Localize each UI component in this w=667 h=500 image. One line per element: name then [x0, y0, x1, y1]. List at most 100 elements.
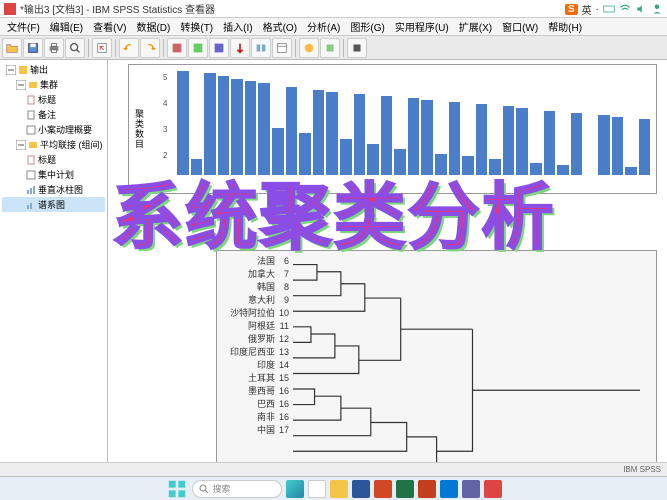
menu-analyze[interactable]: 分析(A) [302, 19, 345, 34]
system-tray: S 英 · [565, 0, 663, 18]
bar [218, 76, 230, 175]
app-2[interactable] [308, 480, 326, 498]
bar [449, 102, 461, 175]
undo-button[interactable] [119, 38, 139, 58]
dendro-lines [293, 255, 652, 476]
menu-insert[interactable]: 插入(I) [218, 19, 257, 34]
bar [516, 108, 528, 175]
tree-i2-0[interactable]: 标题 [2, 152, 105, 167]
app-8[interactable] [440, 480, 458, 498]
menu-format[interactable]: 格式(O) [258, 19, 302, 34]
minus-icon [16, 140, 26, 150]
tree-group2[interactable]: 平均联接 (组间) [2, 137, 105, 152]
menu-transform[interactable]: 转换(T) [175, 19, 218, 34]
bar [272, 128, 284, 175]
app-6[interactable] [396, 480, 414, 498]
save-button[interactable] [23, 38, 43, 58]
statusbar: IBM SPSS [0, 462, 667, 476]
menu-utils[interactable]: 实用程序(U) [390, 19, 454, 34]
bar [544, 111, 556, 175]
bar-chart[interactable]: 聚类数目 5 4 3 2 [128, 64, 657, 194]
redo-button[interactable] [140, 38, 160, 58]
tree-i2-2[interactable]: 垂直冰柱图 [2, 182, 105, 197]
tree-i1-1[interactable]: 备注 [2, 107, 105, 122]
tool-6[interactable] [272, 38, 292, 58]
wifi-icon[interactable] [619, 3, 631, 15]
tool-9[interactable] [347, 38, 367, 58]
output-viewer: 聚类数目 5 4 3 2 法国加拿大韩国意大利沙特阿拉伯阿根廷俄罗斯印度尼西亚印… [108, 60, 667, 476]
bar [245, 81, 257, 175]
tree-i2-3[interactable]: 谱系图 [2, 197, 105, 212]
open-button[interactable] [2, 38, 22, 58]
app-9[interactable] [462, 480, 480, 498]
app-4[interactable] [352, 480, 370, 498]
bar [258, 83, 270, 175]
tree-i1-0[interactable]: 标题 [2, 92, 105, 107]
tool-1[interactable] [167, 38, 187, 58]
bar [408, 98, 420, 175]
bar [286, 87, 298, 175]
bar [625, 167, 637, 175]
page-icon [26, 95, 36, 105]
tree-root[interactable]: 输出 [2, 62, 105, 77]
dendrogram[interactable]: 法国加拿大韩国意大利沙特阿拉伯阿根廷俄罗斯印度尼西亚印度土耳其墨西哥巴西南非中国… [216, 250, 657, 472]
menu-view[interactable]: 查看(V) [88, 19, 131, 34]
taskbar-search[interactable]: 搜索 [192, 480, 282, 498]
bar [530, 163, 542, 175]
bar [326, 92, 338, 175]
bar [354, 94, 366, 175]
minus-icon [16, 80, 26, 90]
user-icon[interactable] [651, 3, 663, 15]
menu-window[interactable]: 窗口(W) [497, 19, 543, 34]
ime-icon[interactable]: S [565, 4, 578, 15]
print-button[interactable] [44, 38, 64, 58]
tool-4[interactable] [230, 38, 250, 58]
app-5[interactable] [374, 480, 392, 498]
bar [571, 113, 583, 175]
export-button[interactable] [92, 38, 112, 58]
tree-i2-1[interactable]: 集中计划 [2, 167, 105, 182]
ime-lang[interactable]: 英 [582, 2, 592, 17]
bar [639, 119, 651, 175]
tree-i1-2[interactable]: 小案动理概要 [2, 122, 105, 137]
dendro-labels: 法国加拿大韩国意大利沙特阿拉伯阿根廷俄罗斯印度尼西亚印度土耳其墨西哥巴西南非中国 [221, 255, 275, 437]
tool-7[interactable] [299, 38, 319, 58]
bar [421, 100, 433, 175]
bar [612, 117, 624, 175]
keyboard-icon[interactable] [603, 3, 615, 15]
folder-icon [28, 140, 38, 150]
tool-8[interactable] [320, 38, 340, 58]
app-10[interactable] [484, 480, 502, 498]
menu-graphs[interactable]: 图形(G) [345, 19, 389, 34]
chart-icon [26, 185, 36, 195]
bars-container [177, 71, 650, 175]
menu-edit[interactable]: 编辑(E) [45, 19, 88, 34]
dendro-nums: 678910111213141516161617 [277, 255, 289, 437]
bar [394, 149, 406, 175]
bar [191, 159, 203, 175]
app-7[interactable] [418, 480, 436, 498]
menu-help[interactable]: 帮助(H) [543, 19, 587, 34]
volume-icon[interactable] [635, 3, 647, 15]
bar [204, 73, 216, 175]
bar [381, 96, 393, 175]
tree-group1[interactable]: 集群 [2, 77, 105, 92]
minus-icon [6, 65, 16, 75]
menu-ext[interactable]: 扩展(X) [454, 19, 497, 34]
tool-5[interactable] [251, 38, 271, 58]
tool-2[interactable] [188, 38, 208, 58]
menu-file[interactable]: 文件(F) [2, 19, 45, 34]
menu-data[interactable]: 数据(D) [131, 19, 175, 34]
tool-3[interactable] [209, 38, 229, 58]
bar [231, 79, 243, 175]
output-tree: 输出 集群 标题 备注 小案动理概要 平均联接 (组间) 标题 集中计划 垂直冰… [0, 60, 108, 476]
start-button[interactable] [166, 480, 188, 498]
app-1[interactable] [286, 480, 304, 498]
bar [177, 71, 189, 175]
preview-button[interactable] [65, 38, 85, 58]
bar [313, 90, 325, 175]
window-title: *输出3 [文档3] - IBM SPSS Statistics 查看器 [20, 1, 215, 16]
app-icon [4, 3, 16, 15]
app-3[interactable] [330, 480, 348, 498]
bar [489, 159, 501, 175]
